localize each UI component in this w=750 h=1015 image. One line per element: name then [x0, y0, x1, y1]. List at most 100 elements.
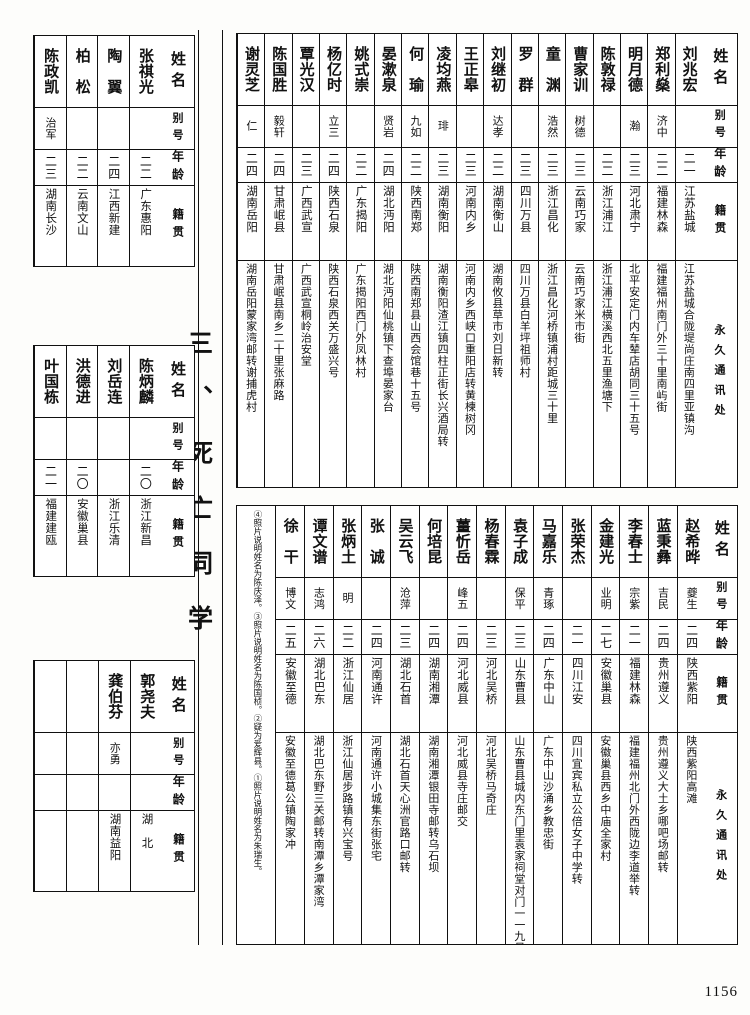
cell-age-text: 二三 — [299, 152, 314, 178]
cell-age-text: 二三 — [627, 152, 642, 178]
cell-alias-text: 博文 — [283, 586, 297, 610]
cell-name: 谭文谱 — [304, 506, 333, 578]
cell-age: 二一 — [620, 620, 648, 656]
cell-age-text: 二二 — [654, 152, 669, 178]
cell-name: 洪德进 — [66, 346, 98, 418]
cell-address-text: 陕西紫阳高滩 — [684, 735, 698, 804]
cell-origin-text: 浙江浦江 — [600, 185, 615, 234]
header-cell-origin: 籍贯 — [702, 183, 737, 262]
table-row — [34, 661, 66, 891]
cell-age-text: 二五 — [283, 624, 298, 650]
header-cell-address: 永久通讯处 — [713, 324, 727, 425]
table-row: 张祺光 二二 广东惠阳 — [128, 36, 161, 266]
cell-name-text: 刘兆宏 — [680, 46, 699, 93]
table-row: 吴云飞 沧萍 二三 湖北石首 湖北石首天心洲官路口邮转 — [389, 506, 419, 944]
cell-name-text: 杨春霖 — [482, 518, 501, 565]
cell-name-text: 柏 松 — [73, 48, 92, 95]
cell-name-text: 罗 群 — [516, 46, 535, 93]
cell-address: 河北吴桥马奇庄 — [477, 733, 505, 944]
cell-name: 金建光 — [591, 506, 620, 578]
cell-name-text: 姚式崇 — [352, 46, 371, 93]
cell-address: 浙江浦江横溪西北五里渔塘下 — [594, 261, 620, 487]
table-row: 陈炳麟 二〇 浙江新昌 — [128, 346, 161, 576]
cell-alias — [362, 578, 390, 620]
header-cell-alias: 别号 — [160, 108, 194, 150]
table-row: 洪德进 二〇 安徽巢县 — [65, 346, 98, 576]
cell-alias — [419, 578, 448, 620]
cell-alias — [593, 106, 620, 148]
cell-address: 湖北石首天心洲官路口邮转 — [391, 733, 419, 944]
cell-age-text: 二四 — [271, 152, 286, 178]
cell-origin: 湖南衡山 — [484, 183, 511, 262]
table-row: 何培昆 二四 湖南湘潭 湖南湘潭银田寺邮转乌石坝 — [418, 506, 448, 944]
cell-age: 二三 — [429, 148, 456, 184]
cell-origin: 安徽至德 — [276, 655, 304, 733]
cell-name: 王正皋 — [456, 34, 484, 106]
cell-address-text: 陕西石泉西关万盛兴号 — [326, 263, 340, 379]
table-row: 杨亿时 立三 二四 陕西石泉 陕西石泉西关万盛兴号 — [319, 34, 347, 487]
cell-age-text: 二三 — [435, 152, 450, 178]
cell-age: 二三 — [511, 148, 538, 184]
cell-alias-text: 毅轩 — [272, 114, 286, 138]
header-cell-origin: 籍贯 — [171, 832, 186, 868]
cell-alias: 瀚 — [620, 106, 648, 148]
cell-age — [98, 460, 129, 496]
cell-alias: 亦勇 — [99, 733, 130, 775]
table-row: 罗 群二三 四川万县 四川万县白羊坪祖师村 — [510, 34, 538, 487]
cell-address-text: 福建福州南门外三十里南屿街 — [655, 263, 668, 413]
cell-origin: 福建建瓯 — [35, 496, 66, 574]
cell-name: 何 瑜 — [402, 34, 429, 106]
cell-age-text: 二四 — [455, 624, 470, 650]
cell-age-text: 二二 — [490, 152, 505, 178]
cell-origin: 广东惠阳 — [130, 186, 161, 264]
cell-age-text: 二三 — [483, 624, 498, 650]
cell-address: 福建福州北门外西陇边李道举转 — [620, 733, 648, 944]
cell-name: 郭尧夫 — [131, 661, 162, 733]
cell-origin-text: 河北肃宁 — [628, 185, 643, 234]
cell-age: 二四 — [98, 150, 129, 186]
cell-name: 何培昆 — [419, 506, 448, 578]
cell-origin-text: 甘肃岷县 — [272, 185, 287, 234]
table-row: 李春士 宗紫 二一 福建林森 福建福州北门外西陇边李道举转 — [619, 506, 648, 944]
cell-address: 浙江昌化河桥镇浦村距城三十里 — [539, 261, 565, 487]
cell-alias — [675, 106, 703, 148]
cell-alias — [129, 108, 161, 150]
table-row: 叶国栋 二一 福建建瓯 — [34, 346, 66, 576]
cell-origin-text: 山东曹县 — [513, 657, 528, 706]
cell-origin-text: 湖北巴东 — [312, 657, 327, 706]
cell-origin-text: 湖南衡阳 — [436, 185, 451, 234]
cell-age: 二四 — [265, 148, 292, 184]
cell-alias-text: 治军 — [44, 117, 58, 140]
cell-address-text: 浙江仙居步路镇有兴宝号 — [340, 735, 354, 862]
table-row: 张荣杰 二一 四川江安 四川宜宾私立公倍女子中学转 — [561, 506, 591, 944]
cell-alias-text: 浩然 — [545, 114, 559, 138]
cell-name-text: 童 渊 — [543, 46, 562, 93]
cell-name: 杨春霖 — [476, 506, 505, 578]
cell-address: 河南通许小城集东街张宅 — [362, 733, 390, 944]
cell-origin-text: 广东揭阳 — [354, 185, 369, 234]
cell-origin-text: 湖北沔阳 — [381, 185, 396, 234]
cell-origin-text: 湖北石首 — [398, 657, 413, 706]
cell-alias — [347, 106, 374, 148]
cell-age-text: 二二 — [138, 155, 153, 180]
table-row: 杨春霖 二三 河北吴桥 河北吴桥马奇庄 — [475, 506, 505, 944]
cell-origin: 湖南衡阳 — [429, 183, 456, 262]
table-row: 明月德瀚二三 河北肃宁 北平安定门内车辇店胡同三十五号 — [619, 34, 648, 487]
cell-age-text: 二二 — [600, 152, 615, 178]
cell-origin-text: 江苏盐城 — [682, 185, 697, 234]
table-row: 袁子成 保平 二三 山东曹县 山东曹县城内东门里袁家祠堂对门一一九号 — [504, 506, 534, 944]
cell-address: 广东中山沙涌乡教忠街 — [534, 733, 562, 944]
cell-name: 陈炳麟 — [129, 346, 161, 418]
cell-address-text: 陕西南郑县山西会馆巷十五号 — [408, 263, 422, 413]
cell-age: 二四 — [677, 620, 706, 656]
cell-alias: 立三 — [320, 106, 347, 148]
cell-address-text: 湖南岳阳蒙家湾邮转谢捕虎村 — [244, 263, 258, 413]
table-row: 王正皋 二三 河南内乡 河南内乡西峡口重阳店转黄楝树冈 — [455, 34, 484, 487]
cell-origin-text: 广东惠阳 — [139, 188, 154, 236]
cell-address-text: 湖南湘潭银田寺邮转乌石坝 — [426, 735, 440, 873]
table-row: 谢灵芝仁二四 湖南岳阳 湖南岳阳蒙家湾邮转谢捕虎村 — [236, 34, 265, 487]
cell-origin: 广西武宣 — [292, 183, 320, 262]
cell-name-text: 陈政凯 — [42, 48, 61, 95]
header-cell-alias: 别号 — [702, 106, 737, 148]
cell-age: 二一 — [35, 460, 66, 496]
